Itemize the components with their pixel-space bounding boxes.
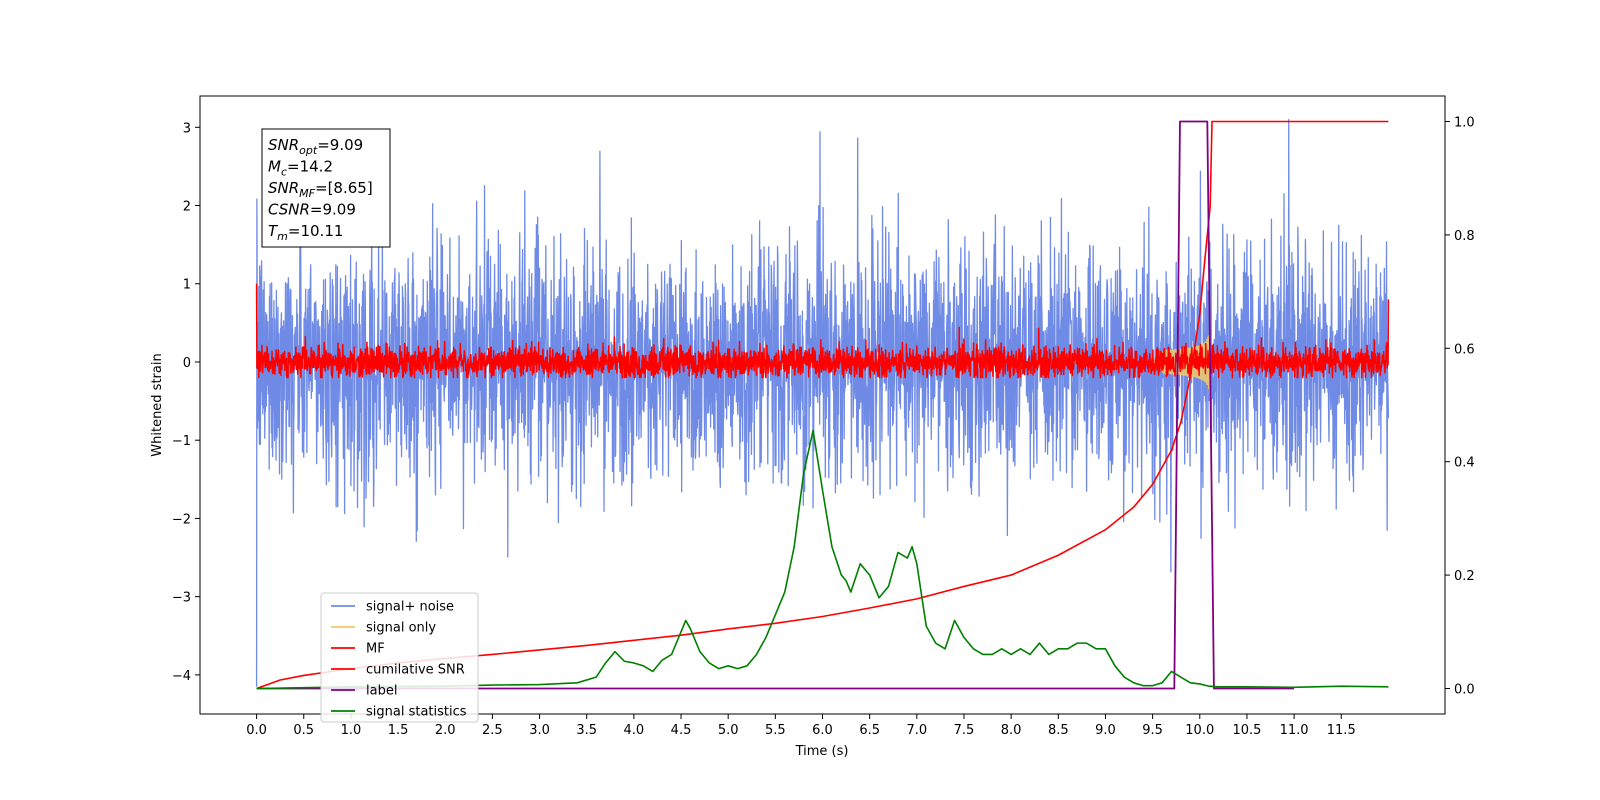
x-tick-label: 8.5 bbox=[1048, 723, 1069, 738]
y-axis-right: 0.0 0.2 0.4 0.6 0.8 1.0 bbox=[1445, 116, 1475, 697]
legend-label: MF bbox=[366, 642, 385, 657]
x-tick-label: 0.0 bbox=[246, 723, 267, 738]
legend-label: signal+ noise bbox=[366, 600, 454, 615]
legend-items: signal+ noise signal only MF cumilative SNR… bbox=[331, 600, 467, 720]
x-tick-label: 0.5 bbox=[293, 723, 314, 738]
annotation-frame bbox=[261, 128, 391, 248]
legend-label: signal statistics bbox=[366, 705, 467, 720]
x-tick-label: 2.5 bbox=[482, 723, 503, 738]
y-tick-label: −3 bbox=[172, 591, 191, 606]
series-signal-noise-line bbox=[255, 118, 1390, 687]
x-tick-label: 11.0 bbox=[1280, 723, 1309, 738]
y-tick-label: 2 bbox=[183, 200, 191, 215]
y-tick-label: 0 bbox=[183, 356, 191, 371]
y-tick-label: 1 bbox=[183, 278, 191, 293]
legend: signal+ noise signal only MF cumilative SNR… bbox=[320, 592, 479, 723]
x-tick-label: 4.0 bbox=[624, 723, 645, 738]
y2-tick-label: 1.0 bbox=[1454, 116, 1475, 131]
x-axis-title: Time (s) bbox=[795, 744, 849, 759]
legend-label: signal only bbox=[366, 621, 436, 636]
y-tick-label: 3 bbox=[183, 121, 191, 136]
y-tick-label: −2 bbox=[172, 512, 191, 527]
x-tick-label: 6.0 bbox=[812, 723, 833, 738]
x-tick-label: 7.0 bbox=[906, 723, 927, 738]
annotation-line: SNRopt=9.09 bbox=[268, 136, 363, 157]
x-tick-label: 2.0 bbox=[435, 723, 456, 738]
x-tick-label: 5.5 bbox=[765, 723, 786, 738]
legend-label: cumilative SNR bbox=[366, 663, 465, 678]
annotation-line: Mc=14.2 bbox=[268, 158, 333, 179]
x-axis: 0.0 0.5 1.0 1.5 2.0 2.5 3.0 3.5 4.0 4.5 5.0 5.5 6.0 6… bbox=[246, 714, 1356, 738]
x-tick-label: 4.5 bbox=[671, 723, 692, 738]
legend-frame bbox=[320, 592, 479, 723]
x-tick-label: 6.5 bbox=[859, 723, 880, 738]
y-tick-label: −1 bbox=[172, 434, 191, 449]
x-tick-label: 3.5 bbox=[576, 723, 597, 738]
y2-tick-label: 0.2 bbox=[1454, 569, 1475, 584]
x-tick-label: 10.5 bbox=[1232, 723, 1261, 738]
x-tick-label: 10.0 bbox=[1185, 723, 1214, 738]
y2-tick-label: 0.6 bbox=[1454, 342, 1475, 357]
x-tick-label: 3.0 bbox=[529, 723, 550, 738]
y-tick-label: −4 bbox=[172, 669, 191, 684]
y-axis-left: −4 −3 −2 −1 0 1 2 3 bbox=[172, 121, 200, 684]
x-tick-label: 1.0 bbox=[341, 723, 362, 738]
y2-tick-label: 0.0 bbox=[1454, 682, 1475, 697]
series-label-line bbox=[256, 120, 1295, 690]
x-tick-label: 9.0 bbox=[1095, 723, 1116, 738]
annotation-line: Tm=10.11 bbox=[268, 222, 343, 243]
y-axis-title: Whitened strain bbox=[150, 353, 165, 456]
y2-tick-label: 0.8 bbox=[1454, 229, 1475, 244]
legend-label: label bbox=[366, 684, 397, 699]
annotation-line: SNRMF=[8.65] bbox=[268, 179, 373, 200]
x-tick-label: 9.5 bbox=[1142, 723, 1163, 738]
x-tick-label: 11.5 bbox=[1327, 723, 1356, 738]
y2-tick-label: 0.4 bbox=[1454, 456, 1475, 471]
x-tick-label: 5.0 bbox=[718, 723, 739, 738]
series-signal-statistics-line bbox=[256, 429, 1389, 690]
series-mf-line bbox=[255, 283, 1390, 379]
x-tick-label: 1.5 bbox=[388, 723, 409, 738]
x-tick-label: 7.5 bbox=[954, 723, 975, 738]
annotation-line: CSNR=9.09 bbox=[268, 201, 356, 219]
x-tick-label: 8.0 bbox=[1001, 723, 1022, 738]
